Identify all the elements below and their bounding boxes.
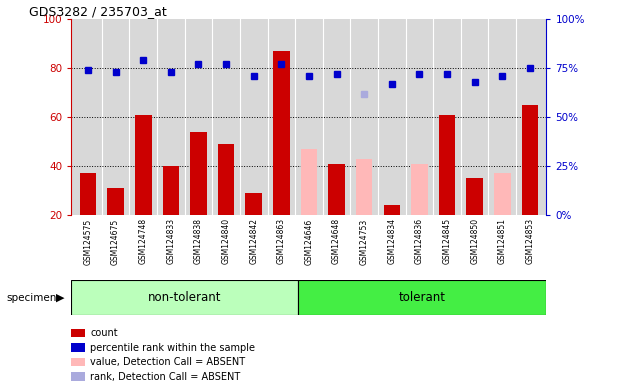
Text: rank, Detection Call = ABSENT: rank, Detection Call = ABSENT (90, 372, 240, 382)
Text: GSM124851: GSM124851 (498, 218, 507, 264)
Text: GSM124675: GSM124675 (111, 218, 120, 265)
Bar (245, 193, 262, 215)
Bar (522, 105, 538, 215)
Text: GSM124753: GSM124753 (360, 218, 369, 265)
Text: GSM124845: GSM124845 (443, 218, 451, 265)
Text: GSM124575: GSM124575 (83, 218, 93, 265)
Bar (466, 178, 483, 215)
Bar (329, 164, 345, 215)
Text: GDS3282 / 235703_at: GDS3282 / 235703_at (29, 5, 166, 18)
Bar (494, 174, 510, 215)
Text: GSM124836: GSM124836 (415, 218, 424, 265)
Text: GSM124853: GSM124853 (525, 218, 535, 265)
Text: GSM124834: GSM124834 (388, 218, 396, 265)
Text: GSM124748: GSM124748 (138, 218, 148, 265)
Text: ▶: ▶ (56, 293, 65, 303)
Text: specimen: specimen (6, 293, 57, 303)
Text: GSM124842: GSM124842 (249, 218, 258, 264)
Text: GSM124646: GSM124646 (304, 218, 314, 265)
Bar (71, 280, 298, 315)
Bar (135, 115, 152, 215)
Text: value, Detection Call = ABSENT: value, Detection Call = ABSENT (90, 357, 245, 367)
Bar (301, 149, 317, 215)
Bar (190, 132, 207, 215)
Text: GSM124840: GSM124840 (222, 218, 230, 265)
Text: non-tolerant: non-tolerant (148, 291, 222, 304)
Text: GSM124838: GSM124838 (194, 218, 203, 264)
Bar (384, 205, 400, 215)
Text: GSM124833: GSM124833 (166, 218, 175, 265)
Bar (298, 280, 546, 315)
Bar (79, 174, 96, 215)
Bar (273, 51, 289, 215)
Bar (411, 164, 428, 215)
Bar (356, 159, 373, 215)
Text: GSM124648: GSM124648 (332, 218, 341, 265)
Text: count: count (90, 328, 117, 338)
Text: GSM124850: GSM124850 (470, 218, 479, 265)
Bar (439, 115, 455, 215)
Text: GSM124863: GSM124863 (277, 218, 286, 265)
Bar (107, 188, 124, 215)
Bar (218, 144, 234, 215)
Text: percentile rank within the sample: percentile rank within the sample (90, 343, 255, 353)
Text: tolerant: tolerant (399, 291, 446, 304)
Bar (163, 166, 179, 215)
